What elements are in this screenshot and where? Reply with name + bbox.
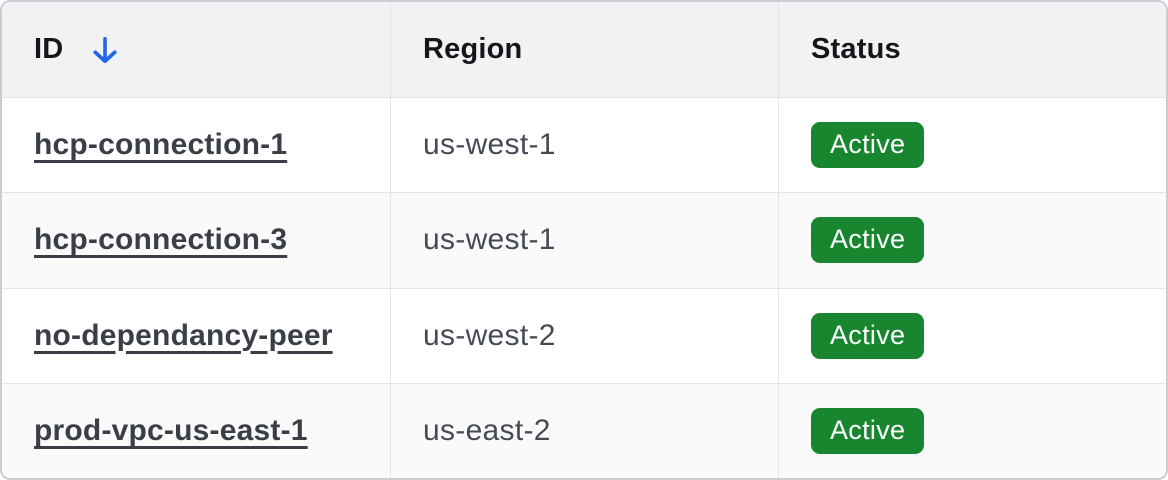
region-value: us-west-1 [423,128,556,162]
status-cell: Active [778,98,1166,193]
id-cell: no-dependancy-peer [2,289,390,383]
status-cell: Active [778,288,1166,383]
region-cell: us-west-2 [390,288,778,383]
region-value: us-west-2 [423,318,556,352]
connection-id-link[interactable]: prod-vpc-us-east-1 [34,413,308,447]
connection-id-link[interactable]: no-dependancy-peer [34,318,333,352]
connection-id-link[interactable]: hcp-connection-1 [34,128,288,162]
region-value: us-west-1 [423,223,556,257]
column-header-status-label: Status [811,33,901,66]
region-cell: us-west-1 [390,98,778,193]
column-header-id-label: ID [34,33,64,66]
status-badge: Active [811,407,925,454]
status-cell: Active [778,193,1166,288]
column-header-region-label: Region [423,33,523,66]
table-row: no-dependancy-peer us-west-2 Active [2,287,1166,383]
id-cell: prod-vpc-us-east-1 [2,384,390,478]
id-cell: hcp-connection-3 [2,193,390,287]
status-badge: Active [811,122,925,169]
table-row: hcp-connection-3 us-west-1 Active [2,192,1166,288]
status-badge: Active [811,312,925,359]
table-row: hcp-connection-1 us-west-1 Active [2,97,1166,193]
table-row: prod-vpc-us-east-1 us-east-2 Active [2,382,1166,478]
region-cell: us-east-2 [390,383,778,478]
table-header-row: ID Region Status [2,2,1166,98]
column-header-id[interactable]: ID [2,2,390,97]
id-cell: hcp-connection-1 [2,98,390,192]
status-badge: Active [811,217,925,264]
region-value: us-east-2 [423,413,551,447]
column-header-region: Region [390,2,778,98]
connection-id-link[interactable]: hcp-connection-3 [34,223,288,257]
region-cell: us-west-1 [390,193,778,288]
column-header-status: Status [778,2,1166,98]
arrow-down-icon[interactable] [87,32,123,68]
status-cell: Active [778,383,1166,478]
